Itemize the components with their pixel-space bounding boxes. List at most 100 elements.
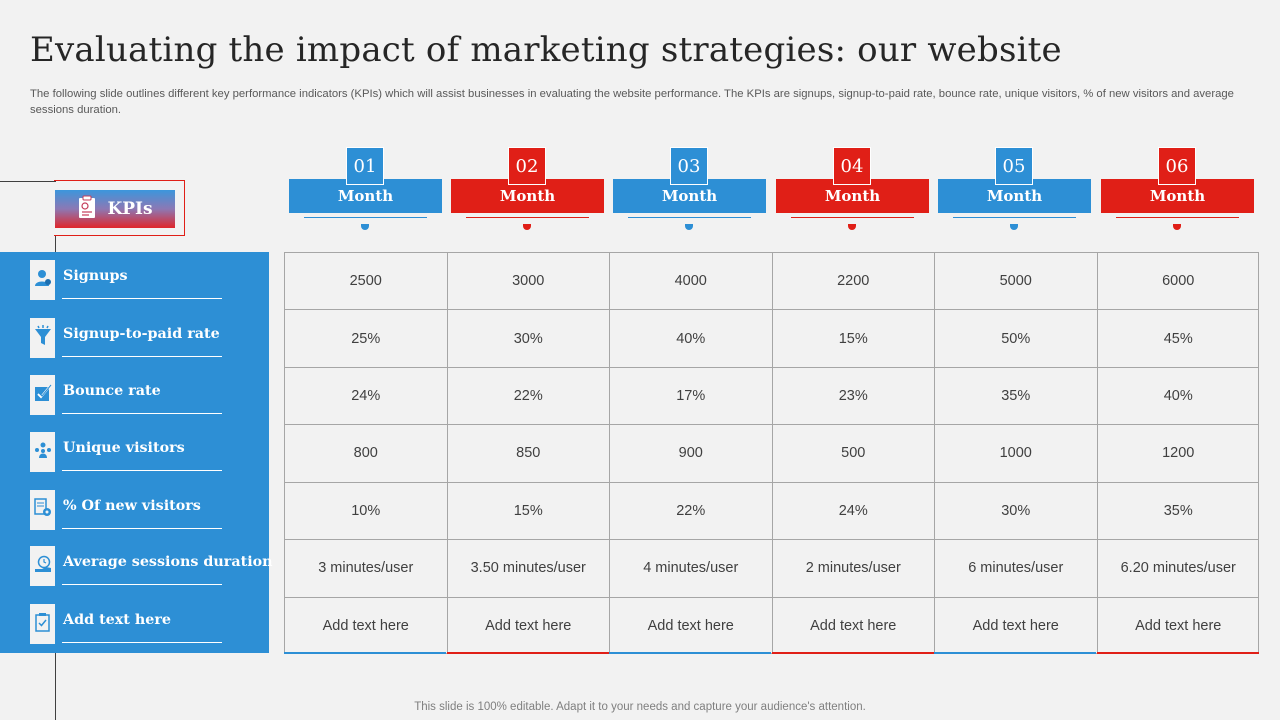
kpi-badge: KPIs: [55, 190, 175, 228]
table-cell: 15%: [446, 481, 609, 540]
table-cell: 1000: [934, 424, 1097, 482]
column-accent: [934, 652, 1096, 654]
table-cell: 800: [284, 424, 447, 482]
table-cell: 40%: [1096, 366, 1259, 425]
table-cell: 30%: [934, 481, 1097, 540]
table-cell: 1200: [1096, 424, 1259, 482]
month-marker-icon: [523, 224, 531, 230]
month-header-03: Month 03: [613, 145, 766, 235]
clipboard-icon: [77, 195, 97, 224]
table-cell: 24%: [771, 481, 934, 540]
month-marker-icon: [361, 224, 369, 230]
funnel-icon: [34, 324, 52, 352]
kpi-row-signup-to-paid-rate: Signup-to-paid rate: [30, 318, 265, 358]
month-underline: [304, 217, 427, 218]
table-cell: 3000: [446, 252, 609, 310]
table-cell: 6.20 minutes/user: [1096, 539, 1259, 597]
table-cell: Add text here: [446, 596, 609, 654]
kpi-label: % Of new visitors: [63, 498, 201, 514]
month-marker-icon: [1173, 224, 1181, 230]
table-cell: 5000: [934, 252, 1097, 310]
table-cell: 30%: [446, 309, 609, 367]
kpi-label: Add text here: [63, 612, 171, 628]
month-underline: [791, 217, 914, 218]
kpi-underline: [62, 356, 222, 357]
table-cell: 2500: [284, 252, 447, 310]
table-cell: 22%: [609, 481, 772, 540]
month-marker-icon: [685, 224, 693, 230]
table-cell: 6 minutes/user: [934, 539, 1097, 597]
table-cell: 2200: [771, 252, 934, 310]
kpi-label: Average sessions duration: [63, 554, 273, 570]
kpi-table: 2500 3000 4000 2200 5000 6000 25% 30% 40% 15% 50% 4…: [284, 252, 1259, 654]
kpi-underline: [62, 298, 222, 299]
table-cell: 17%: [609, 366, 772, 425]
table-cell: 15%: [771, 309, 934, 367]
footer-note: This slide is 100% editable. Adapt it to…: [414, 701, 866, 713]
month-marker-icon: [1010, 224, 1018, 230]
kpi-underline: [62, 584, 222, 585]
user-icon: [34, 269, 52, 292]
clipboard-check-icon: [34, 612, 52, 637]
table-cell: 24%: [284, 366, 447, 425]
table-cell: 35%: [1096, 481, 1259, 540]
month-number: 04: [833, 147, 871, 185]
table-cell: 35%: [934, 366, 1097, 425]
month-header-04: Month 04: [776, 145, 929, 235]
kpi-underline: [62, 470, 222, 471]
month-underline: [1116, 217, 1239, 218]
table-cell: 10%: [284, 481, 447, 540]
table-cell: 900: [609, 424, 772, 482]
kpi-row-average-sessions-duration: Average sessions duration: [30, 546, 273, 586]
kpi-label: Unique visitors: [63, 440, 185, 456]
month-header-01: Month 01: [289, 145, 442, 235]
kpi-underline: [62, 413, 222, 414]
table-cell: Add text here: [609, 596, 772, 654]
kpi-row-signups: Signups: [30, 260, 265, 300]
kpi-underline: [62, 528, 222, 529]
clock-hand-icon: [34, 555, 52, 578]
kpi-label: Signup-to-paid rate: [63, 326, 220, 342]
kpi-header-label: KPIs: [107, 199, 153, 219]
column-accent: [1097, 652, 1259, 654]
kpi-row-bounce-rate: Bounce rate: [30, 375, 265, 415]
month-marker-icon: [848, 224, 856, 230]
month-number: 05: [995, 147, 1033, 185]
table-cell: 3 minutes/user: [284, 539, 447, 597]
kpi-row-add-text: Add text here: [30, 604, 265, 644]
table-cell: 25%: [284, 309, 447, 367]
kpi-badge-frame: [54, 180, 185, 236]
month-number: 01: [346, 147, 384, 185]
table-cell: 22%: [446, 366, 609, 425]
month-underline: [953, 217, 1076, 218]
month-number: 03: [670, 147, 708, 185]
month-header-02: Month 02: [451, 145, 604, 235]
table-cell: 45%: [1096, 309, 1259, 367]
month-header-05: Month 05: [938, 145, 1091, 235]
column-accent: [447, 652, 609, 654]
table-cell: Add text here: [284, 596, 447, 654]
column-accent: [772, 652, 934, 654]
table-cell: 2 minutes/user: [771, 539, 934, 597]
table-cell: 23%: [771, 366, 934, 425]
table-cell: 850: [446, 424, 609, 482]
column-accent: [609, 652, 771, 654]
month-number: 06: [1158, 147, 1196, 185]
month-underline: [466, 217, 589, 218]
document-gear-icon: [33, 497, 52, 523]
kpi-row-unique-visitors: Unique visitors: [30, 432, 265, 472]
page-subtitle: The following slide outlines different k…: [30, 88, 1234, 116]
table-cell: Add text here: [934, 596, 1097, 654]
month-header-06: Month 06: [1101, 145, 1254, 235]
connector-line-top: [0, 181, 56, 182]
kpi-underline: [62, 642, 222, 643]
people-network-icon: [34, 441, 52, 464]
table-cell: 50%: [934, 309, 1097, 367]
kpi-label: Signups: [63, 268, 128, 284]
kpi-row-new-visitors: % Of new visitors: [30, 490, 265, 530]
table-cell: 40%: [609, 309, 772, 367]
table-cell: 4000: [609, 252, 772, 310]
checkbox-chart-icon: [34, 384, 52, 407]
table-cell: 4 minutes/user: [609, 539, 772, 597]
kpi-label: Bounce rate: [63, 383, 161, 399]
